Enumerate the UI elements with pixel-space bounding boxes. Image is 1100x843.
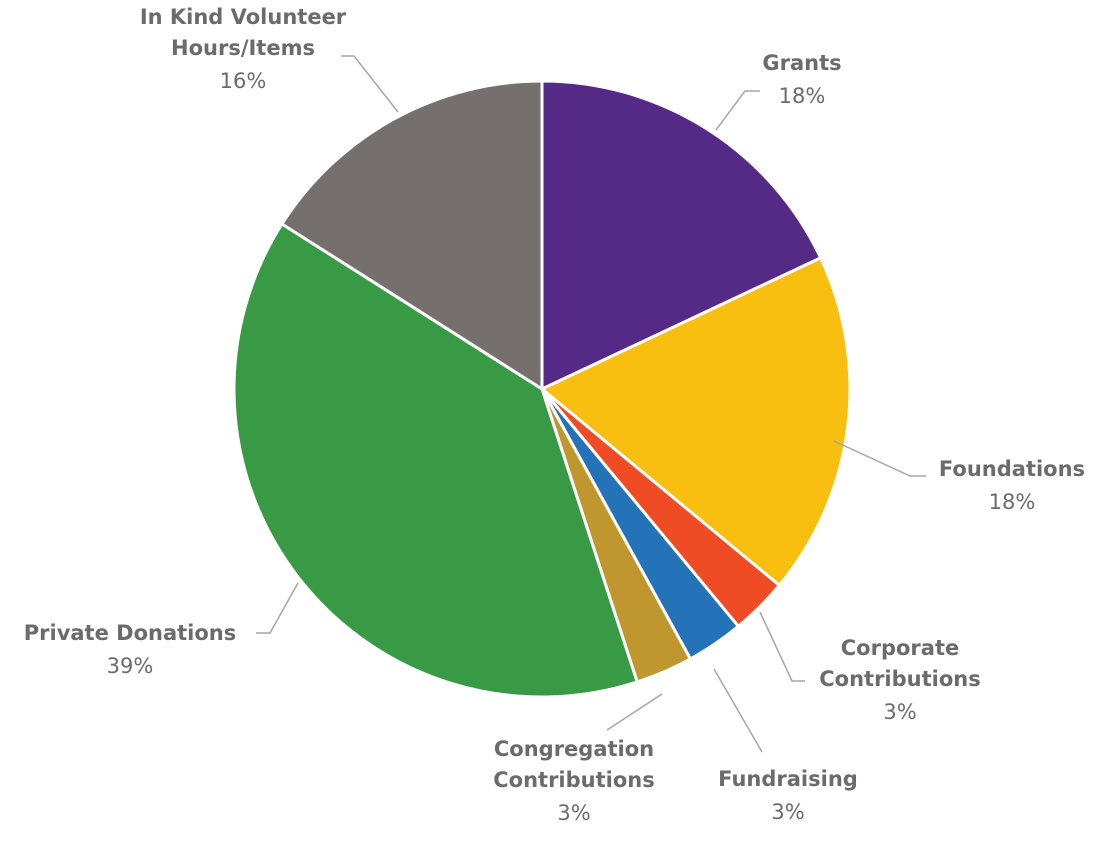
slice-value-label: 3% [883,700,916,724]
slice-label: In Kind Volunteer [140,5,347,29]
slice-label: Private Donations [24,621,237,645]
slice-value-label: 18% [989,490,1036,514]
slices-layer [232,79,852,699]
pie-slice-grants [540,79,823,391]
leader-line [341,55,399,113]
leader-line [759,611,805,682]
slice-value-label: 3% [771,800,804,824]
slice-value-label: 39% [107,654,154,678]
slice-value-label: 18% [779,84,826,108]
leader-line [833,440,926,477]
slice-value-label: 3% [557,801,590,825]
slice-value-label: 16% [220,69,267,93]
leader-line [256,582,299,634]
pie-slice-foundations [540,256,852,587]
slice-label: Grants [762,51,841,75]
leader-line [715,90,760,131]
slice-label: Contributions [493,768,654,792]
leader-lines-layer [256,55,926,753]
leader-line [713,668,763,753]
pie-slice-private-donations [232,222,639,699]
slice-label: Hours/Items [171,36,315,60]
slice-label: Congregation [494,737,654,761]
pie-slice-in-kind-volunteer-hours-items [280,79,544,391]
slice-label: Fundraising [718,767,858,791]
slice-label: Foundations [939,457,1085,481]
slice-label: Contributions [819,667,980,691]
slice-label: Corporate [841,636,959,660]
labels-layer: Grants 18% Foundations 18% Corporate Contribu… [24,5,1085,825]
leader-line [606,693,663,731]
